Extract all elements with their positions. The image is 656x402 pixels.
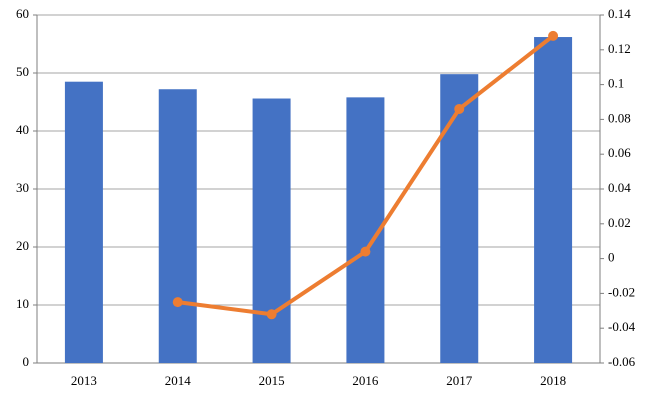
x-tick-label: 2016 [352, 373, 379, 388]
y2-tick-label: 0.08 [608, 110, 631, 125]
x-tick-label: 2017 [446, 373, 473, 388]
x-tick-label: 2014 [165, 373, 192, 388]
y-tick-label: 0 [23, 354, 30, 369]
bar [64, 81, 103, 363]
line-point [548, 30, 559, 41]
bar [534, 37, 573, 363]
y-tick-label: 10 [16, 296, 29, 311]
y-tick-label: 50 [16, 64, 29, 79]
y2-tick-label: 0.1 [608, 76, 624, 91]
y2-tick-label: 0.02 [608, 215, 631, 230]
x-tick-label: 2015 [259, 373, 285, 388]
y2-tick-label: 0.12 [608, 41, 631, 56]
bar [158, 89, 197, 364]
y2-tick-label: 0.14 [608, 6, 631, 21]
line-point [454, 103, 465, 114]
y2-tick-label: 0.06 [608, 145, 631, 160]
x-tick-label: 2018 [540, 373, 566, 388]
bar [440, 74, 479, 363]
y-tick-label: 40 [16, 122, 29, 137]
y-tick-label: 30 [16, 180, 29, 195]
x-tick-label: 2013 [71, 373, 97, 388]
line-point [172, 297, 183, 308]
y2-tick-label: 0 [608, 250, 615, 265]
y-tick-label: 20 [16, 238, 29, 253]
y2-tick-label: -0.06 [608, 354, 636, 369]
y2-tick-label: 0.04 [608, 180, 631, 195]
y2-tick-label: -0.04 [608, 319, 636, 334]
y2-tick-label: -0.02 [608, 284, 635, 299]
line-point [266, 309, 277, 320]
y-tick-label: 60 [16, 6, 29, 21]
bar [252, 98, 291, 364]
line-point [360, 246, 371, 257]
